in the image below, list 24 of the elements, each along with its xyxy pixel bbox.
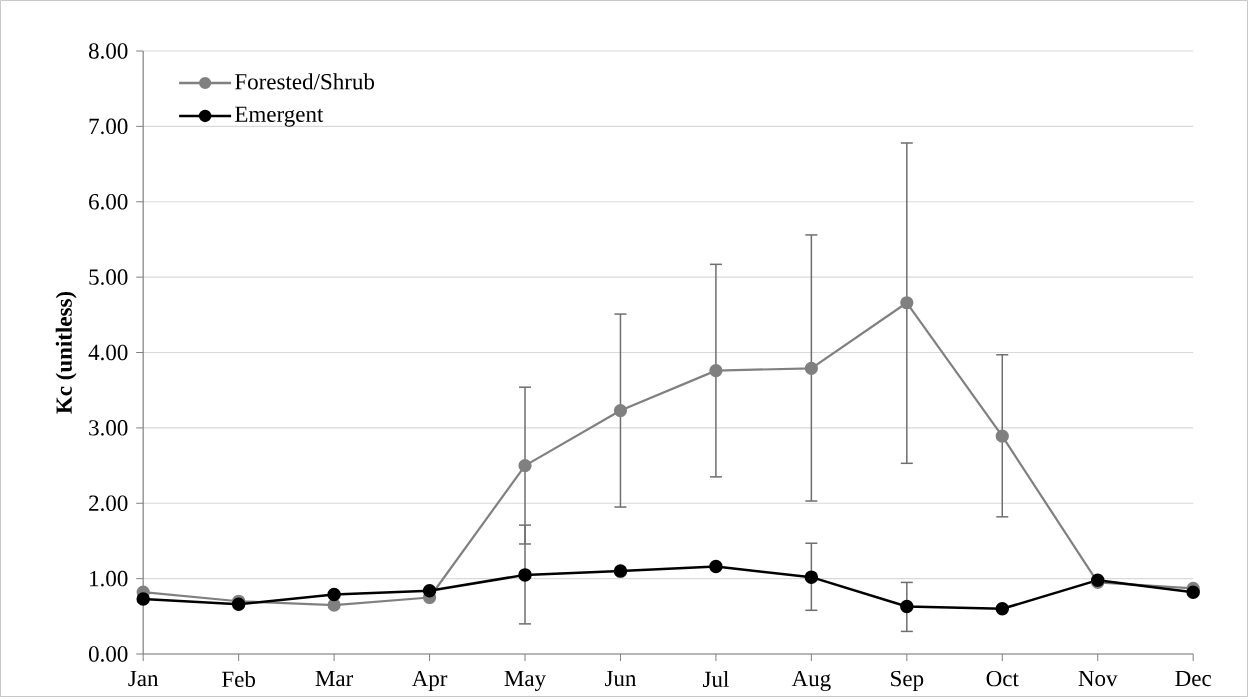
x-tick-label: Sep (891, 671, 924, 692)
x-tick-label: Jul (702, 671, 729, 688)
x-tick-label: Apr (411, 671, 448, 692)
y-tick-label: 7.00 (89, 118, 128, 135)
y-tick-label: 5.00 (89, 269, 128, 286)
y-tick-label: 1.00 (90, 570, 128, 587)
x-tick-label: Feb (222, 671, 256, 688)
legend-label: Forested/Shrub (235, 73, 375, 90)
x-tick-label: Mar (315, 671, 354, 687)
y-tick-label: 8.00 (88, 43, 128, 59)
legend-label: Emergent (235, 106, 324, 127)
y-axis-title: Kc (unitless) (55, 292, 77, 414)
y-tick-label: 6.00 (89, 194, 128, 210)
y-tick-label: 0.00 (88, 646, 128, 662)
x-tick-label: May (504, 671, 546, 692)
x-tick-label: Aug (791, 671, 831, 692)
x-tick-label: Nov (1078, 671, 1118, 687)
y-tick-label: 3.00 (89, 420, 128, 436)
x-tick-label: Oct (986, 671, 1019, 687)
x-tick-label: Jan (128, 671, 159, 687)
y-tick-label: 2.00 (89, 495, 128, 512)
x-tick-label: Dec (1175, 671, 1211, 687)
x-tick-label: Jun (604, 671, 637, 687)
y-tick-label: 4.00 (88, 344, 128, 361)
